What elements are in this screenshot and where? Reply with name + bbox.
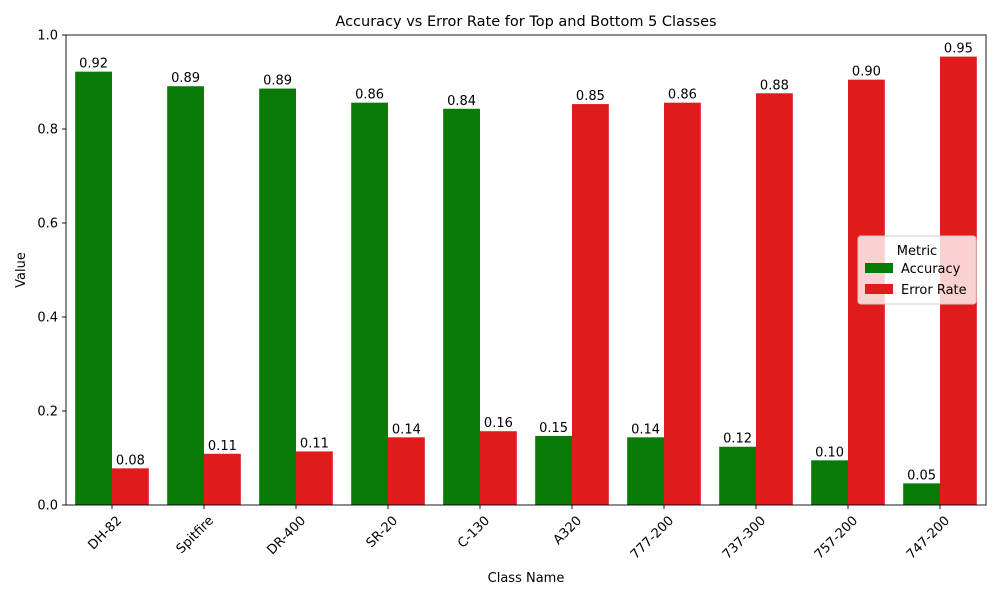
data-label-accuracy: 0.10 [815,445,844,460]
x-axis-label: Class Name [488,571,565,586]
y-tick-label: 0.2 [37,405,58,420]
legend-swatch-accuracy [865,263,893,273]
data-label-accuracy: 0.89 [263,74,292,89]
data-label-accuracy: 0.05 [907,468,936,483]
legend-label-error-rate: Error Rate [901,283,967,298]
data-labels-layer: 0.92 0.89 0.89 0.86 0.84 0.15 0.14 0.12 0.10 0.05… [79,42,973,484]
y-tick-label: 1.0 [37,29,58,44]
bar-error-rate [296,451,333,505]
data-label-error-rate: 0.11 [208,439,237,454]
y-axis-label: Value [14,252,29,288]
data-label-error-rate: 0.14 [392,422,421,437]
data-label-accuracy: 0.89 [171,71,200,86]
data-label-accuracy: 0.92 [79,57,108,72]
x-tick-label: C-130 [455,513,493,551]
x-tick-label: A320 [551,513,585,547]
x-tick-label: SR-20 [364,513,401,550]
chart-title: Accuracy vs Error Rate for Top and Botto… [335,14,716,30]
bar-error-rate [204,453,241,505]
x-tick-label: Spitfire [174,513,217,556]
bar-accuracy [443,108,480,505]
bars-layer [75,56,977,506]
bar-accuracy [719,446,756,505]
data-label-error-rate: 0.90 [852,65,881,80]
bar-accuracy [75,71,112,505]
bar-accuracy [535,435,572,505]
data-label-accuracy: 0.14 [631,422,660,437]
bar-error-rate [480,431,517,505]
data-label-accuracy: 0.15 [539,421,568,436]
plot-frame [65,34,987,506]
x-tick-label: 737-300 [720,513,769,562]
legend-swatch-error-rate [865,284,893,294]
y-tick-label: 0.8 [37,123,58,138]
legend-title: Metric [897,244,937,259]
data-label-error-rate: 0.08 [116,453,145,468]
data-label-accuracy: 0.12 [723,432,752,447]
data-label-error-rate: 0.11 [300,436,329,451]
bar-accuracy [903,483,940,505]
bar-accuracy [627,437,664,505]
bar-error-rate [112,468,149,505]
data-label-error-rate: 0.95 [944,42,973,57]
x-tick-label: DR-400 [264,513,309,558]
bar-accuracy [811,460,848,505]
x-tick-label: DH-82 [85,513,125,553]
legend-label-accuracy: Accuracy [901,262,961,277]
bar-error-rate [664,102,701,506]
bar-error-rate [572,104,609,505]
bar-error-rate [756,93,793,505]
y-tick-label: 0.0 [37,499,58,514]
bar-accuracy [167,86,204,505]
bar-error-rate [388,437,425,505]
x-tick-label: 747-200 [904,513,953,562]
data-label-accuracy: 0.84 [447,94,476,109]
data-label-error-rate: 0.85 [576,89,605,104]
y-tick-label: 0.6 [37,217,58,232]
x-tick-label: 757-200 [812,513,861,562]
y-tick-label: 0.4 [37,311,58,326]
data-label-error-rate: 0.16 [484,416,513,431]
data-label-accuracy: 0.86 [355,88,384,103]
legend: Metric Accuracy Error Rate [857,235,977,305]
x-tick-label: 777-200 [628,513,677,562]
data-label-error-rate: 0.86 [668,88,697,103]
bar-accuracy [351,102,388,506]
data-label-error-rate: 0.88 [760,78,789,93]
bar-accuracy [259,88,296,505]
